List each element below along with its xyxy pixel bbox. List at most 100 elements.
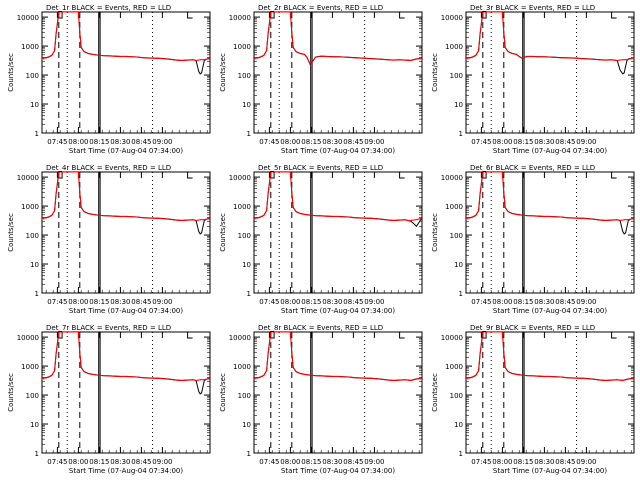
flag-marker (399, 12, 405, 19)
plot-area (254, 332, 422, 453)
x-axis-label: Start Time (07-Aug-04 07:34:00) (493, 147, 607, 155)
plot-area (42, 172, 210, 293)
x-axis-label: Start Time (07-Aug-04 07:34:00) (281, 307, 395, 315)
panel-det-7r: 1 10 100 1000 10000 07:45 08:00 08:15 08:30 08:45… (7, 324, 211, 475)
y-tick-label: 100 (450, 392, 463, 400)
y-tick-label: 10 (454, 101, 463, 109)
y-tick-label: 1000 (233, 43, 251, 51)
y-axis-label: Counts/sec (7, 53, 15, 92)
y-tick-label: 10000 (229, 14, 251, 22)
y-tick-label: 10 (30, 421, 39, 429)
y-tick-label: 10000 (17, 334, 39, 342)
y-tick-label: 10000 (441, 174, 463, 182)
x-tick-label: 08:45 (131, 138, 151, 146)
panel-det-9r: 1 10 100 1000 10000 07:45 08:00 08:15 08:30 08:45… (431, 324, 635, 475)
x-tick-label: 07:45 (47, 298, 67, 306)
y-tick-label: 10 (242, 261, 251, 269)
y-tick-label: 1 (247, 290, 251, 298)
x-tick-label: 08:30 (534, 298, 554, 306)
plot-frame (465, 11, 635, 134)
x-tick-label: 09:00 (152, 458, 172, 466)
panel-det-1r: 1 10 100 1000 10000 07:45 08:00 08:15 08:30 08:45… (7, 4, 211, 155)
x-tick-label: 08:45 (343, 138, 363, 146)
y-tick-label: 1 (35, 290, 39, 298)
y-tick-label: 100 (238, 72, 251, 80)
x-tick-label: 08:30 (322, 298, 342, 306)
x-tick-label: 08:15 (513, 458, 533, 466)
x-tick-label: 07:45 (471, 138, 491, 146)
y-tick-label: 1000 (21, 363, 39, 371)
y-tick-label: 10 (30, 261, 39, 269)
series-line-lld (254, 172, 422, 222)
flag-marker (187, 332, 193, 339)
panel-title: Det_4r BLACK = Events, RED = LLD (46, 164, 171, 172)
y-tick-label: 1000 (445, 203, 463, 211)
y-tick-label: 1 (247, 450, 251, 458)
x-tick-label: 09:00 (152, 298, 172, 306)
y-tick-label: 1000 (233, 203, 251, 211)
y-tick-label: 10 (30, 101, 39, 109)
plot-frame (253, 331, 423, 454)
x-tick-label: 08:30 (534, 138, 554, 146)
plot-frame (41, 331, 211, 454)
x-tick-label: 08:45 (343, 298, 363, 306)
x-tick-label: 08:45 (131, 458, 151, 466)
x-tick-label: 09:00 (576, 298, 596, 306)
y-tick-label: 1 (459, 450, 463, 458)
plot-area (42, 12, 210, 133)
y-tick-label: 1 (35, 130, 39, 138)
y-tick-label: 100 (238, 392, 251, 400)
y-tick-label: 1000 (445, 363, 463, 371)
x-tick-label: 08:30 (110, 298, 130, 306)
x-tick-label: 08:30 (322, 458, 342, 466)
panel-title: Det_9r BLACK = Events, RED = LLD (470, 324, 595, 332)
x-tick-label: 08:45 (343, 458, 363, 466)
flag-marker (187, 172, 193, 179)
flag-marker (611, 332, 617, 339)
x-tick-label: 08:30 (322, 138, 342, 146)
x-axis-label: Start Time (07-Aug-04 07:34:00) (69, 467, 183, 475)
x-tick-label: 09:00 (152, 138, 172, 146)
x-tick-label: 08:15 (301, 458, 321, 466)
plot-area (42, 332, 210, 453)
plot-frame (465, 171, 635, 294)
panel-det-6r: 1 10 100 1000 10000 07:45 08:00 08:15 08:30 08:45… (431, 164, 635, 315)
x-tick-label: 07:45 (259, 298, 279, 306)
x-axis-label: Start Time (07-Aug-04 07:34:00) (281, 467, 395, 475)
x-tick-label: 08:15 (89, 138, 109, 146)
x-tick-label: 08:30 (110, 138, 130, 146)
x-tick-label: 08:00 (280, 458, 300, 466)
plot-area (254, 12, 422, 133)
x-tick-label: 08:15 (301, 298, 321, 306)
y-tick-label: 10 (242, 421, 251, 429)
panel-det-2r: 1 10 100 1000 10000 07:45 08:00 08:15 08:30 08:45… (219, 4, 423, 155)
y-axis-label: Counts/sec (431, 373, 439, 412)
y-tick-label: 1 (35, 450, 39, 458)
y-tick-label: 1000 (21, 43, 39, 51)
plot-frame (253, 171, 423, 294)
y-tick-label: 1000 (21, 203, 39, 211)
plot-frame (253, 11, 423, 134)
panel-title: Det_6r BLACK = Events, RED = LLD (470, 164, 595, 172)
y-tick-label: 10000 (229, 174, 251, 182)
y-tick-label: 100 (26, 72, 39, 80)
flag-marker (399, 332, 405, 339)
x-axis-label: Start Time (07-Aug-04 07:34:00) (69, 307, 183, 315)
plot-area (466, 332, 634, 453)
series-line-lld (254, 332, 422, 382)
x-tick-label: 08:45 (131, 298, 151, 306)
x-tick-label: 07:45 (259, 138, 279, 146)
x-tick-label: 07:45 (259, 458, 279, 466)
x-axis-label: Start Time (07-Aug-04 07:34:00) (493, 467, 607, 475)
y-tick-label: 100 (238, 232, 251, 240)
y-tick-label: 1000 (445, 43, 463, 51)
series-line-lld (42, 332, 210, 382)
x-tick-label: 07:45 (471, 458, 491, 466)
y-tick-label: 100 (450, 72, 463, 80)
x-tick-label: 08:15 (513, 298, 533, 306)
x-tick-label: 08:15 (301, 138, 321, 146)
x-tick-label: 09:00 (364, 138, 384, 146)
series-line-lld (42, 12, 210, 62)
panel-title: Det_8r BLACK = Events, RED = LLD (258, 324, 383, 332)
